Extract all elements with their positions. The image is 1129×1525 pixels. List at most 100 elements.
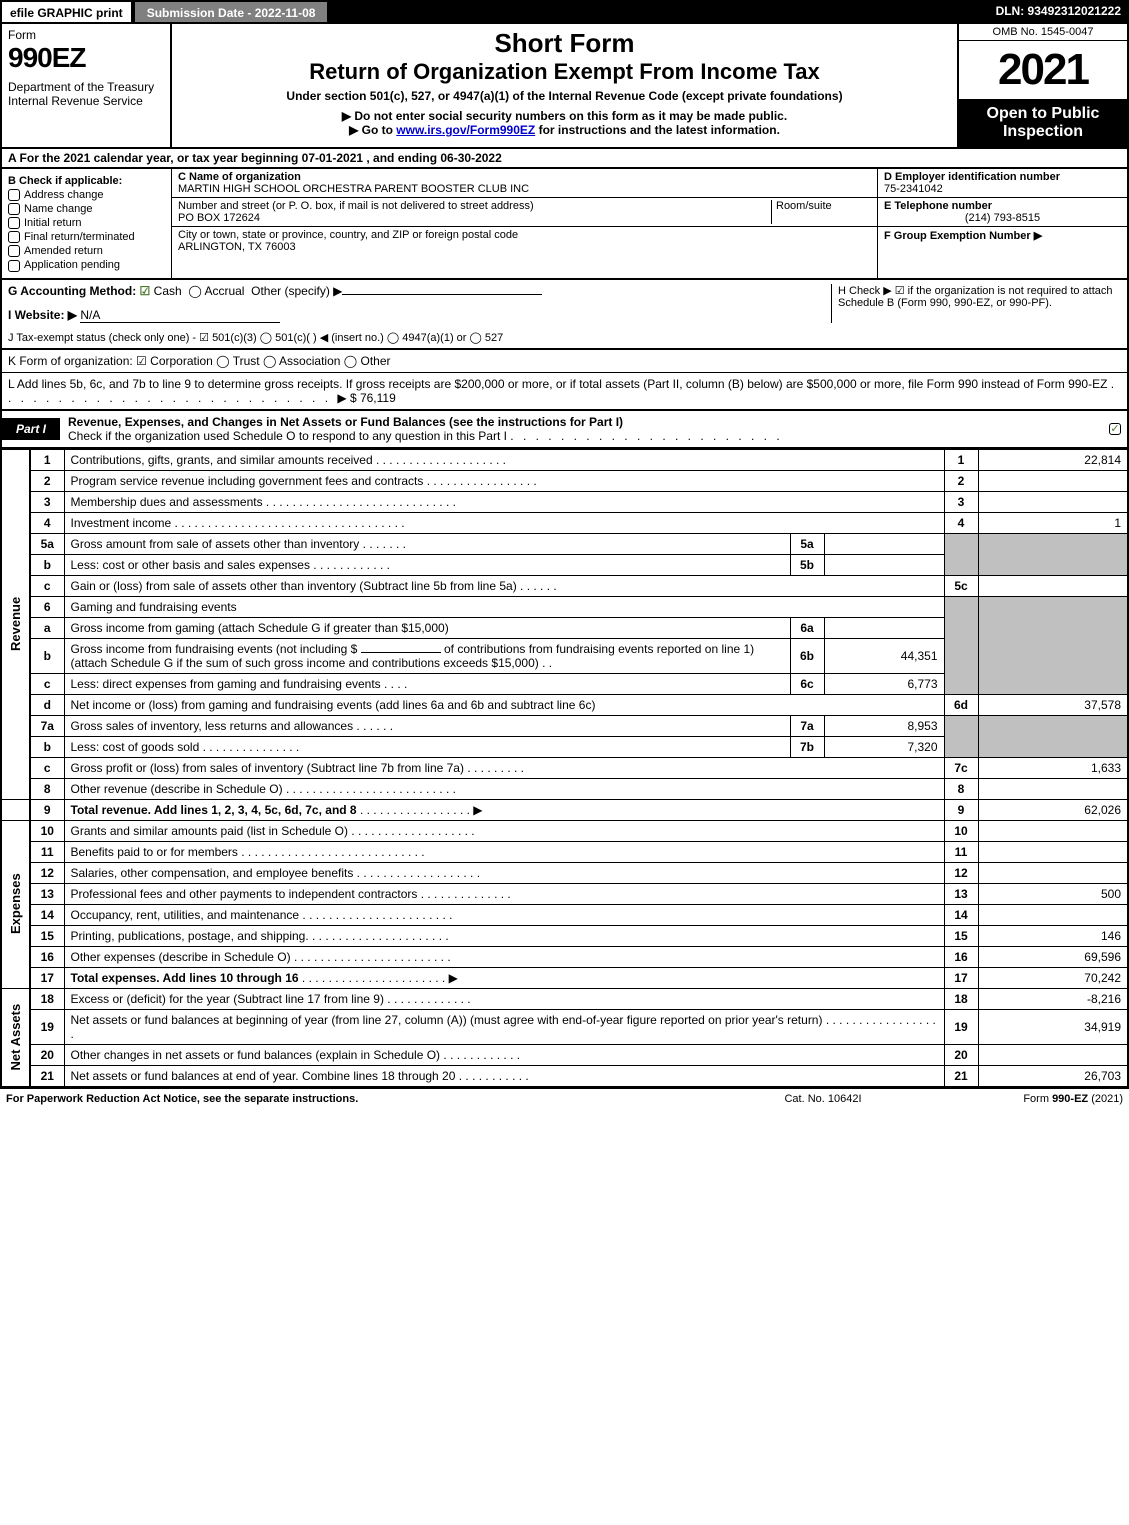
line18-value: -8,216: [978, 988, 1128, 1009]
line20-value: [978, 1044, 1128, 1065]
line6c-value: 6,773: [824, 673, 944, 694]
header-right: OMB No. 1545-0047 2021 Open to Public In…: [957, 24, 1127, 147]
check-application-pending[interactable]: Application pending: [8, 259, 165, 271]
checkbox-icon[interactable]: [8, 245, 20, 257]
line6b-value: 44,351: [824, 638, 944, 673]
col-b: B Check if applicable: Address change Na…: [2, 169, 172, 278]
line10-value: [978, 820, 1128, 841]
e-label: E Telephone number: [884, 200, 1121, 212]
form-header: Form 990EZ Department of the Treasury In…: [0, 24, 1129, 149]
part1-checkbox[interactable]: [1107, 422, 1127, 436]
contrib-amount-input[interactable]: [361, 652, 441, 653]
line17-value: 70,242: [978, 967, 1128, 988]
dln-label: DLN: 93492312021222: [988, 0, 1129, 24]
city-row: City or town, state or province, country…: [172, 227, 877, 255]
line7b-value: 7,320: [824, 736, 944, 757]
checkbox-icon[interactable]: [8, 217, 20, 229]
address-row: Number and street (or P. O. box, if mail…: [172, 198, 877, 227]
under-section-text: Under section 501(c), 527, or 4947(a)(1)…: [180, 89, 949, 103]
line11-value: [978, 841, 1128, 862]
short-form-title: Short Form: [180, 28, 949, 59]
l-amount: ▶ $ 76,119: [337, 391, 395, 405]
header-left: Form 990EZ Department of the Treasury In…: [2, 24, 172, 147]
part1-checkline: Check if the organization used Schedule …: [68, 429, 507, 443]
department-label: Department of the Treasury Internal Reve…: [8, 80, 164, 108]
website-value: N/A: [80, 308, 280, 323]
row-j: J Tax-exempt status (check only one) - ☑…: [2, 327, 1127, 348]
line7c-value: 1,633: [978, 757, 1128, 778]
line5a-value: [824, 533, 944, 554]
line8-value: [978, 778, 1128, 799]
line6a-value: [824, 617, 944, 638]
check-final-return[interactable]: Final return/terminated: [8, 231, 165, 243]
d-label: D Employer identification number: [884, 171, 1121, 183]
l-text: L Add lines 5b, 6c, and 7b to line 9 to …: [8, 377, 1107, 391]
section-kl: K Form of organization: ☑ Corporation ◯ …: [0, 350, 1129, 411]
h-check: H Check ▶ ☑ if the organization is not r…: [831, 284, 1121, 323]
check-amended-return[interactable]: Amended return: [8, 245, 165, 257]
check-initial-return[interactable]: Initial return: [8, 217, 165, 229]
ein-row: D Employer identification number 75-2341…: [878, 169, 1127, 198]
g-accounting: G Accounting Method: ☑ Cash ◯ Accrual Ot…: [8, 284, 831, 323]
line16-value: 69,596: [978, 946, 1128, 967]
other-specify-input[interactable]: [342, 294, 542, 295]
ein-value: 75-2341042: [884, 183, 1121, 195]
header-center: Short Form Return of Organization Exempt…: [172, 24, 957, 147]
checkbox-icon[interactable]: [8, 260, 20, 272]
checkbox-icon[interactable]: [8, 231, 20, 243]
check-address-change[interactable]: Address change: [8, 189, 165, 201]
submission-date-label: Submission Date - 2022-11-08: [133, 0, 330, 24]
lines-table: Revenue 1 Contributions, gifts, grants, …: [0, 449, 1129, 1088]
line15-value: 146: [978, 925, 1128, 946]
part1-title: Revenue, Expenses, and Changes in Net As…: [60, 411, 1107, 447]
paperwork-notice: For Paperwork Reduction Act Notice, see …: [6, 1093, 723, 1105]
tax-year: 2021: [959, 41, 1127, 99]
section-bcdef: B Check if applicable: Address change Na…: [0, 169, 1129, 280]
top-bar: efile GRAPHIC print Submission Date - 20…: [0, 0, 1129, 24]
page-footer: For Paperwork Reduction Act Notice, see …: [0, 1088, 1129, 1109]
part1-badge: Part I: [2, 418, 60, 440]
org-name-row: C Name of organization MARTIN HIGH SCHOO…: [172, 169, 877, 198]
checkbox-icon[interactable]: [1109, 423, 1121, 435]
irs-link[interactable]: www.irs.gov/Form990EZ: [396, 123, 535, 137]
line12-value: [978, 862, 1128, 883]
city-label: City or town, state or province, country…: [178, 229, 871, 241]
line13-value: 500: [978, 883, 1128, 904]
line3-value: [978, 491, 1128, 512]
section-ghij: G Accounting Method: ☑ Cash ◯ Accrual Ot…: [0, 280, 1129, 350]
expenses-sidelabel: Expenses: [1, 820, 30, 988]
goto-pre: ▶ Go to: [349, 123, 396, 137]
check-icon: ☑: [140, 284, 151, 298]
line-a: A For the 2021 calendar year, or tax yea…: [0, 149, 1129, 169]
goto-post: for instructions and the latest informat…: [535, 123, 780, 137]
line19-value: 34,919: [978, 1009, 1128, 1044]
city-value: ARLINGTON, TX 76003: [178, 241, 871, 253]
i-label: I Website: ▶: [8, 308, 77, 322]
col-c: C Name of organization MARTIN HIGH SCHOO…: [172, 169, 877, 278]
line6d-value: 37,578: [978, 694, 1128, 715]
cat-no: Cat. No. 10642I: [723, 1093, 923, 1105]
line9-value: 62,026: [978, 799, 1128, 820]
group-exemption-row: F Group Exemption Number ▶: [878, 227, 1127, 244]
line4-value: 1: [978, 512, 1128, 533]
checkbox-icon[interactable]: [8, 203, 20, 215]
addr-value: PO BOX 172624: [178, 212, 771, 224]
room-suite-label: Room/suite: [771, 200, 871, 224]
b-label: B Check if applicable:: [8, 175, 165, 187]
form-number: 990EZ: [8, 42, 164, 74]
return-title: Return of Organization Exempt From Incom…: [180, 59, 949, 85]
checkbox-icon[interactable]: [8, 189, 20, 201]
telephone-value: (214) 793-8515: [884, 212, 1121, 224]
revenue-sidelabel: Revenue: [1, 449, 30, 799]
part1-header: Part I Revenue, Expenses, and Changes in…: [0, 411, 1129, 449]
form-word: Form: [8, 28, 164, 42]
netassets-sidelabel: Net Assets: [1, 988, 30, 1087]
f-label: F Group Exemption Number ▶: [884, 229, 1121, 242]
efile-print-label[interactable]: efile GRAPHIC print: [0, 0, 133, 24]
omb-number: OMB No. 1545-0047: [959, 24, 1127, 41]
form-id-footer: Form 990-EZ (2021): [923, 1093, 1123, 1105]
check-name-change[interactable]: Name change: [8, 203, 165, 215]
addr-label: Number and street (or P. O. box, if mail…: [178, 200, 771, 212]
row-k: K Form of organization: ☑ Corporation ◯ …: [2, 350, 1127, 373]
col-def: D Employer identification number 75-2341…: [877, 169, 1127, 278]
